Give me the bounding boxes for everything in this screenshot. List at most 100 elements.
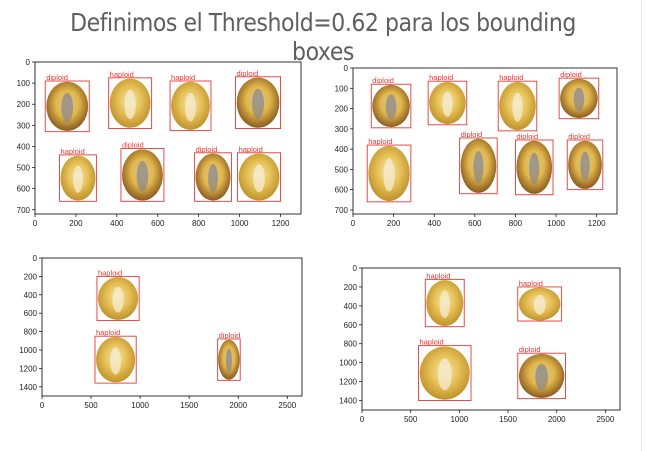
- x-tick-label: 2000: [548, 415, 566, 424]
- kernel-embryo: [110, 347, 122, 375]
- y-tick-label: 100: [335, 84, 349, 93]
- x-tick-label: 0: [33, 219, 38, 228]
- bounding-box: [169, 80, 212, 132]
- box-label: haploid: [499, 73, 523, 82]
- bounding-box: [515, 139, 554, 196]
- bounding-box: [418, 345, 472, 401]
- kernel-embryo: [383, 158, 395, 192]
- box-label: diploid: [516, 132, 538, 141]
- x-tick-label: 1200: [272, 219, 290, 228]
- kernel-embryo: [512, 92, 523, 122]
- kernel-embryo: [61, 92, 74, 123]
- y-tick-label: 1200: [19, 364, 37, 373]
- y-tick-label: 400: [17, 142, 31, 151]
- y-tick-label: 600: [17, 185, 31, 194]
- y-tick-label: 400: [344, 302, 358, 311]
- bounding-box: [217, 338, 241, 381]
- box-label: diploid: [560, 70, 582, 79]
- kernel-embryo: [442, 91, 453, 117]
- y-tick-label: 800: [24, 328, 38, 337]
- bounding-box: [558, 77, 600, 120]
- y-tick-label: 200: [24, 272, 38, 281]
- x-tick-label: 1200: [588, 219, 606, 228]
- bounding-box: [366, 144, 412, 203]
- box-label: haploid: [519, 279, 543, 288]
- box-label: haploid: [239, 145, 263, 154]
- x-tick-label: 500: [84, 401, 98, 410]
- kernel-embryo: [439, 290, 450, 318]
- x-tick-label: 2500: [596, 415, 614, 424]
- kernel-embryo: [136, 160, 149, 192]
- y-tick-label: 100: [17, 79, 31, 88]
- y-tick-label: 1200: [339, 378, 357, 387]
- bounding-box: [194, 152, 232, 202]
- y-tick-label: 400: [335, 145, 349, 154]
- slide-title: Definimos el Threshold=0.62 para los bou…: [70, 8, 576, 66]
- box-label: diploid: [46, 73, 68, 82]
- kernel-embryo: [252, 88, 265, 119]
- kernel-embryo: [124, 89, 136, 120]
- y-tick-label: 700: [335, 206, 349, 215]
- y-tick-label: 800: [344, 340, 358, 349]
- box-label: haploid: [368, 137, 392, 146]
- kernel-embryo: [529, 152, 540, 185]
- bounding-box: [370, 83, 412, 129]
- y-tick-label: 700: [17, 206, 31, 215]
- x-tick-label: 1000: [547, 219, 565, 228]
- y-tick-label: 600: [344, 321, 358, 330]
- box-label: haploid: [171, 73, 195, 82]
- box-label: haploid: [426, 271, 450, 280]
- x-tick-label: 400: [110, 219, 124, 228]
- x-tick-label: 800: [509, 219, 523, 228]
- kernel-embryo: [535, 363, 548, 391]
- x-tick-label: 600: [151, 219, 165, 228]
- box-label: haploid: [419, 338, 443, 347]
- y-tick-label: 500: [17, 164, 31, 173]
- box-label: haploid: [61, 147, 85, 156]
- axes-frame: [352, 67, 618, 215]
- box-label: diploid: [461, 130, 483, 139]
- x-tick-label: 0: [351, 219, 356, 228]
- y-tick-label: 500: [335, 165, 349, 174]
- kernel-embryo: [112, 286, 124, 313]
- bounding-box: [517, 352, 566, 400]
- bounding-box: [517, 286, 563, 322]
- kernel-embryo: [385, 94, 397, 120]
- kernel-embryo: [73, 165, 83, 193]
- y-tick-label: 200: [344, 283, 358, 292]
- y-tick-label: 300: [17, 121, 31, 130]
- kernel-embryo: [185, 92, 196, 122]
- box-label: diploid: [372, 76, 394, 85]
- bounding-box: [59, 154, 97, 202]
- bounding-box: [427, 80, 468, 126]
- x-tick-label: 1000: [450, 415, 468, 424]
- bounding-box: [235, 76, 281, 129]
- bounding-box: [96, 275, 140, 322]
- y-tick-label: 0: [26, 58, 31, 67]
- x-tick-label: 0: [40, 401, 45, 410]
- box-label: haploid: [96, 328, 120, 337]
- bounding-box: [44, 80, 90, 133]
- box-label: diploid: [196, 145, 218, 154]
- axes-frame: [41, 257, 303, 397]
- y-tick-label: 400: [24, 291, 38, 300]
- x-tick-label: 2500: [278, 401, 296, 410]
- x-tick-label: 600: [468, 219, 482, 228]
- kernel-embryo: [533, 294, 546, 315]
- x-tick-label: 400: [428, 219, 442, 228]
- x-tick-label: 800: [192, 219, 206, 228]
- slide-edge-divider: [641, 0, 642, 451]
- box-label: haploid: [429, 73, 453, 82]
- kernel-embryo: [580, 151, 590, 181]
- y-tick-label: 1400: [19, 383, 37, 392]
- x-tick-label: 2000: [229, 401, 247, 410]
- box-label: haploid: [110, 70, 134, 79]
- y-tick-label: 1400: [339, 397, 357, 406]
- x-tick-label: 1500: [499, 415, 517, 424]
- x-tick-label: 1000: [231, 219, 249, 228]
- x-tick-label: 0: [360, 415, 365, 424]
- box-label: diploid: [568, 132, 590, 141]
- y-tick-label: 600: [24, 309, 38, 318]
